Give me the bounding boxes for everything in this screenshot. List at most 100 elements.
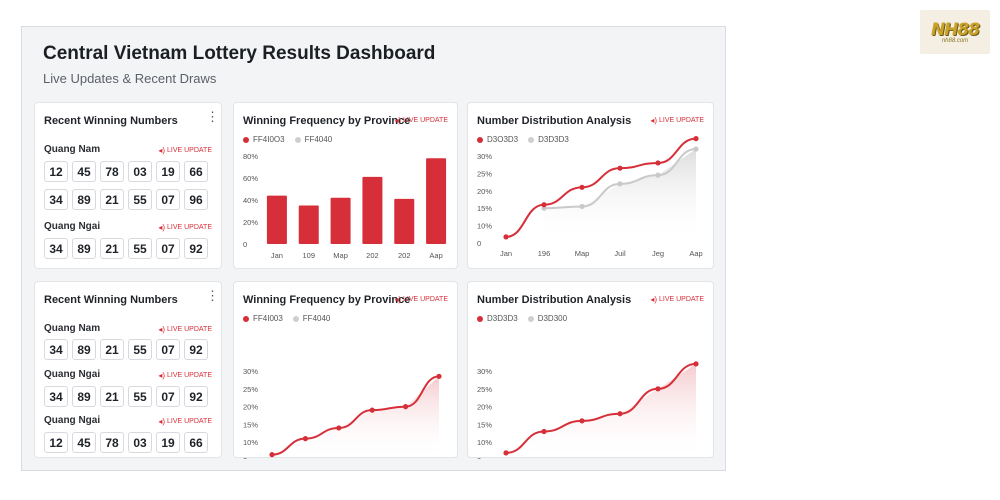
number-row: 12 45 78 03 19 66 — [44, 432, 208, 453]
data-point — [693, 146, 699, 152]
y-tick-label: 60% — [243, 174, 258, 183]
winning-frequency-card: Winning Frequency by Province ◂) LIVE UPD… — [233, 281, 458, 459]
winning-number: 89 — [72, 339, 96, 360]
legend-dot-icon — [294, 136, 301, 143]
live-update-label: LIVE UPDATE — [659, 296, 704, 303]
data-point — [655, 160, 661, 166]
winning-number: 92 — [184, 386, 208, 407]
x-tick-label: 202 — [366, 251, 379, 260]
live-update-label: LIVE UPDATE — [403, 296, 448, 303]
data-point — [693, 361, 699, 367]
winning-number: 12 — [44, 161, 68, 182]
legend-label: D3D3D3 — [538, 135, 569, 144]
x-tick-label: Jeg — [652, 249, 664, 258]
winning-number: 45 — [72, 432, 96, 453]
data-point — [302, 436, 308, 442]
winning-number: 07 — [156, 238, 180, 259]
chart-legend: D3D3D3 D3D300 — [477, 314, 567, 323]
winning-number: 12 — [44, 432, 68, 453]
x-tick-label: 202 — [398, 251, 411, 260]
winning-number: 21 — [100, 238, 124, 259]
winning-number: 89 — [72, 189, 96, 210]
live-update-label: LIVE UPDATE — [167, 372, 212, 379]
x-tick-label: Map — [333, 251, 348, 260]
winning-number: 07 — [156, 339, 180, 360]
data-point — [655, 386, 661, 392]
card-title: Winning Frequency by Province — [243, 294, 411, 306]
winning-number: 03 — [128, 161, 152, 182]
winning-number: 34 — [44, 189, 68, 210]
y-tick-label: 30% — [477, 367, 492, 376]
data-point — [617, 181, 623, 187]
live-update-label: LIVE UPDATE — [403, 117, 448, 124]
card-title: Recent Winning Numbers — [44, 294, 178, 306]
legend-label: FF4I003 — [253, 314, 283, 323]
y-tick-label: 15% — [243, 420, 258, 429]
card-title: Winning Frequency by Province — [243, 115, 411, 127]
legend-label: FF4040 — [304, 135, 333, 144]
legend-dot-icon — [527, 315, 534, 322]
number-row: 34 89 21 55 07 92 — [44, 238, 208, 259]
winning-number: 34 — [44, 339, 68, 360]
live-update-label: LIVE UPDATE — [167, 224, 212, 231]
broadcast-icon: ◂) — [158, 417, 165, 426]
card-title: Recent Winning Numbers — [44, 115, 178, 127]
bar — [394, 198, 415, 244]
y-tick-label: 0 — [477, 456, 481, 459]
y-tick-label: 25% — [477, 169, 492, 178]
y-tick-label: 30% — [243, 367, 258, 376]
series-area — [506, 363, 696, 459]
winning-number: 55 — [128, 386, 152, 407]
data-point — [503, 234, 509, 240]
x-tick-label: Jan — [271, 251, 283, 260]
more-options-icon[interactable]: ⋮ — [206, 109, 219, 124]
series-line — [505, 362, 697, 454]
legend-item: FF4I003 — [243, 314, 283, 323]
number-row: 34 89 21 55 07 92 — [44, 386, 208, 407]
province-label: Quang Ngai — [44, 415, 101, 426]
broadcast-icon: ◂) — [158, 371, 165, 380]
brand-logo[interactable]: NH88 nh88.com — [920, 10, 990, 54]
y-tick-label: 10% — [477, 222, 492, 231]
logo-subtext: nh88.com — [941, 38, 969, 44]
page-title: Central Vietnam Lottery Results Dashboar… — [43, 43, 436, 64]
live-update-badge: ◂) LIVE UPDATE — [650, 116, 704, 125]
legend-item: FF4I0O3 — [243, 135, 285, 144]
dashboard-panel: Central Vietnam Lottery Results Dashboar… — [21, 26, 726, 471]
broadcast-icon: ◂) — [394, 295, 401, 304]
winning-number: 34 — [44, 238, 68, 259]
broadcast-icon: ◂) — [650, 295, 657, 304]
y-tick-label: 20% — [477, 403, 492, 412]
chart-legend: FF4I0O3 FF4040 — [243, 135, 332, 144]
legend-dot-icon — [243, 315, 249, 322]
winning-number: 92 — [184, 339, 208, 360]
legend-label: D3D3D3 — [487, 314, 518, 323]
y-tick-label: 10% — [243, 438, 258, 447]
live-update-badge: ◂) LIVE UPDATE — [650, 295, 704, 304]
more-options-icon[interactable]: ⋮ — [206, 288, 219, 303]
winning-number: 66 — [184, 432, 208, 453]
legend-label: D3O3D3 — [487, 135, 519, 144]
x-tick-label: Aap — [429, 251, 442, 260]
winning-number: 45 — [72, 161, 96, 182]
bar — [426, 158, 447, 244]
y-tick-label: 20% — [243, 403, 258, 412]
legend-dot-icon — [477, 136, 483, 143]
winning-number: 03 — [128, 432, 152, 453]
data-point — [617, 411, 623, 417]
y-tick-label: 15% — [477, 420, 492, 429]
winning-number: 19 — [156, 161, 180, 182]
province-label: Quang Nam — [44, 323, 101, 334]
winning-number: 66 — [184, 161, 208, 182]
number-row: 34 89 21 55 07 96 — [44, 189, 208, 210]
recent-numbers-card: Recent Winning Numbers ⋮ Quang Nam ◂) LIVE… — [34, 281, 222, 458]
legend-item: D3D300 — [527, 314, 567, 323]
province-label: Quang Ngai — [44, 369, 101, 380]
winning-number: 21 — [100, 189, 124, 210]
data-point — [403, 404, 409, 410]
legend-item: D3D3D3 — [528, 135, 569, 144]
chart-legend: D3O3D3 D3D3D3 — [477, 135, 569, 144]
bar — [266, 195, 287, 244]
data-point — [579, 203, 585, 210]
winning-number: 78 — [100, 432, 124, 453]
